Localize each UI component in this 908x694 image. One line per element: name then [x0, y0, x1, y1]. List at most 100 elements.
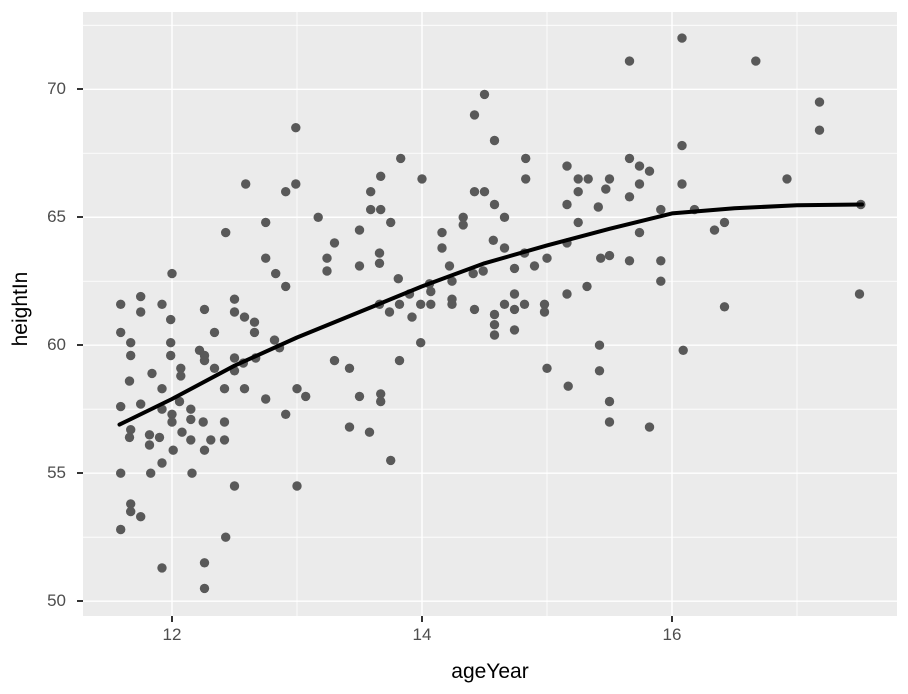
data-point — [144, 430, 155, 440]
data-point — [604, 174, 615, 184]
x-tick-label-12: 12 — [162, 625, 182, 644]
data-point — [562, 199, 572, 210]
data-point — [198, 417, 208, 427]
data-point — [539, 299, 550, 309]
data-point — [229, 307, 240, 317]
data-point — [624, 153, 635, 164]
data-point — [186, 414, 196, 425]
data-point — [126, 506, 136, 517]
data-point — [677, 33, 687, 43]
data-point — [478, 266, 488, 276]
data-point — [229, 481, 240, 491]
data-point — [407, 312, 417, 322]
data-point — [166, 350, 176, 361]
data-point — [563, 381, 573, 391]
data-point — [479, 187, 490, 197]
y-tick-label-70: 70 — [47, 79, 66, 99]
data-point — [157, 384, 167, 394]
data-point — [167, 417, 177, 427]
data-point — [157, 458, 167, 468]
data-point — [209, 363, 220, 373]
data-point — [354, 391, 365, 402]
y-tick-mark-55 — [77, 472, 83, 475]
data-point — [167, 268, 177, 279]
data-point — [136, 291, 146, 302]
data-point — [186, 435, 196, 445]
data-point — [458, 220, 468, 230]
data-point — [489, 320, 500, 330]
data-point — [199, 355, 210, 366]
data-point — [322, 253, 332, 263]
data-point — [206, 435, 216, 445]
data-point — [656, 204, 666, 215]
data-point — [583, 174, 593, 184]
data-point — [329, 238, 340, 248]
data-point — [241, 179, 251, 189]
x-tick-mark-12 — [171, 616, 173, 622]
data-point — [469, 304, 480, 315]
data-point — [719, 302, 730, 312]
data-point — [542, 363, 552, 373]
y-tick-label-55: 55 — [47, 463, 66, 483]
data-point — [124, 432, 135, 443]
data-point — [239, 312, 250, 322]
data-point — [469, 187, 480, 197]
data-point — [624, 256, 635, 266]
data-point — [301, 391, 311, 402]
data-point — [678, 345, 688, 355]
data-point — [126, 338, 136, 348]
data-point — [291, 123, 301, 133]
data-point — [116, 401, 126, 412]
data-point — [394, 299, 405, 309]
data-point — [426, 299, 436, 309]
y-tick-label-60: 60 — [47, 335, 66, 355]
data-point — [489, 135, 500, 146]
data-point — [376, 396, 386, 407]
data-point — [488, 235, 498, 245]
data-point — [249, 327, 260, 338]
plot-panel — [83, 12, 897, 616]
data-point — [509, 325, 520, 335]
data-point — [167, 409, 177, 419]
data-point — [376, 171, 386, 181]
data-point — [116, 524, 126, 535]
data-point — [136, 307, 146, 317]
data-point — [176, 363, 186, 373]
data-point — [329, 355, 340, 366]
data-point — [281, 409, 291, 419]
data-point — [573, 187, 583, 197]
data-point — [447, 276, 457, 286]
data-point — [479, 89, 490, 100]
data-point — [116, 327, 126, 338]
data-point — [509, 289, 520, 299]
data-point — [437, 243, 447, 253]
y-axis-title: heightIn — [9, 271, 32, 347]
data-point — [374, 258, 385, 268]
data-point — [393, 274, 403, 284]
data-point — [468, 268, 478, 279]
data-point — [261, 394, 271, 404]
data-point — [136, 512, 146, 522]
data-point — [199, 445, 210, 455]
data-point — [219, 435, 230, 445]
data-point — [542, 253, 552, 263]
data-point — [269, 335, 280, 345]
data-point — [594, 366, 605, 376]
x-tick-mark-14 — [421, 616, 423, 622]
data-point — [394, 355, 405, 366]
data-point — [126, 425, 136, 435]
data-point — [604, 396, 615, 407]
data-point — [168, 445, 178, 455]
data-point — [291, 179, 301, 189]
data-point — [814, 125, 825, 135]
y-tick-mark-70 — [77, 88, 83, 91]
data-point — [604, 417, 615, 427]
data-point — [144, 440, 155, 450]
data-point — [229, 353, 240, 363]
data-point — [126, 350, 136, 361]
data-point — [634, 227, 645, 238]
data-point — [396, 153, 406, 164]
data-point — [261, 217, 271, 228]
data-point — [499, 243, 510, 253]
